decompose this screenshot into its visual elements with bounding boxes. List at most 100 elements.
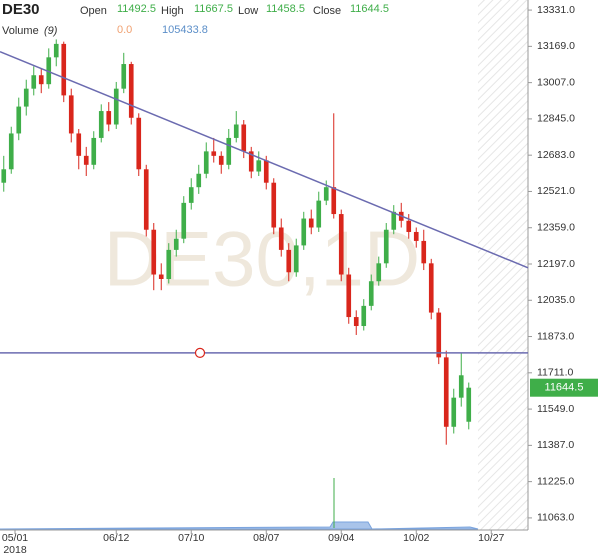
candle-body bbox=[361, 305, 367, 327]
price-marker bbox=[530, 378, 598, 397]
watermark: DE30,1D bbox=[104, 215, 421, 303]
low-value: 11458.5 bbox=[266, 3, 305, 15]
candle-body bbox=[121, 64, 127, 89]
trend-line bbox=[0, 51, 529, 269]
symbol: DE30 bbox=[2, 1, 40, 18]
x-tick-label: 08/07 bbox=[253, 532, 279, 544]
candle-body bbox=[368, 281, 374, 306]
line-handle bbox=[194, 347, 206, 358]
candle-body bbox=[16, 106, 22, 134]
y-tick-label: 12521.0 bbox=[537, 185, 575, 197]
candle-body bbox=[53, 43, 59, 58]
candle-body bbox=[241, 124, 247, 152]
candle-body bbox=[83, 155, 89, 165]
candle-body bbox=[316, 200, 322, 228]
candle-body bbox=[271, 182, 277, 228]
candle-body bbox=[286, 249, 292, 273]
candle-body bbox=[391, 211, 397, 230]
volume-label: Volume bbox=[2, 25, 39, 37]
candle-body bbox=[188, 187, 194, 203]
candle-body bbox=[428, 263, 434, 313]
candle-body bbox=[263, 160, 269, 183]
x-tick-label: 09/04 bbox=[328, 532, 354, 544]
candle-body bbox=[136, 117, 142, 170]
y-tick-label: 11549.0 bbox=[537, 403, 574, 415]
candle-body bbox=[8, 133, 14, 170]
candle-body bbox=[196, 173, 202, 188]
x-tick-label: 05/01 bbox=[2, 532, 28, 544]
candle-body bbox=[91, 137, 97, 165]
close-value: 11644.5 bbox=[350, 3, 389, 15]
candle-body bbox=[233, 124, 239, 138]
high-value: 11667.5 bbox=[194, 3, 233, 15]
candle-body bbox=[151, 229, 157, 275]
candle-body bbox=[353, 317, 359, 327]
candle-body bbox=[211, 151, 217, 156]
candle-body bbox=[31, 75, 37, 89]
candle-body bbox=[46, 57, 52, 85]
candle-body bbox=[421, 240, 427, 264]
candle-body bbox=[68, 95, 74, 134]
candle-body bbox=[61, 43, 67, 96]
candle-body bbox=[128, 64, 134, 118]
candle-body bbox=[106, 111, 112, 125]
x-tick-label: 06/12 bbox=[103, 532, 129, 544]
volume-period: (9) bbox=[44, 25, 58, 37]
candle-body bbox=[293, 245, 299, 273]
y-tick-label: 11063.0 bbox=[537, 512, 574, 524]
candle-body bbox=[98, 111, 104, 138]
volume-reading: 105433.8 bbox=[162, 24, 208, 36]
volume-area bbox=[0, 521, 479, 530]
candle-body bbox=[383, 229, 389, 264]
candle-body bbox=[1, 169, 7, 183]
candle-body bbox=[23, 88, 29, 107]
candle-body bbox=[166, 249, 172, 279]
y-tick-label: 12845.0 bbox=[537, 113, 575, 125]
close-label: Close bbox=[313, 5, 341, 17]
candle-body bbox=[458, 375, 464, 398]
y-tick-label: 13331.0 bbox=[537, 4, 575, 16]
candle-body bbox=[278, 227, 284, 250]
candle-body bbox=[76, 133, 82, 156]
open-value: 11492.5 bbox=[117, 3, 156, 15]
x-tick-label: 10/27 bbox=[478, 532, 504, 544]
candle-body bbox=[308, 218, 314, 228]
open-label: Open bbox=[80, 5, 107, 17]
y-tick-label: 12035.0 bbox=[537, 294, 575, 306]
y-tick-label: 11387.0 bbox=[537, 439, 574, 451]
candle-body bbox=[181, 202, 187, 239]
candle-body bbox=[203, 151, 209, 174]
candle-body bbox=[443, 357, 449, 427]
candle-body bbox=[331, 187, 337, 215]
y-tick-label: 12197.0 bbox=[537, 258, 575, 270]
y-tick-label: 12359.0 bbox=[537, 221, 575, 233]
x-tick-label: 10/02 bbox=[403, 532, 429, 544]
candle-body bbox=[143, 169, 149, 230]
candle-body bbox=[406, 220, 412, 232]
candle-body bbox=[413, 231, 419, 241]
y-tick-label: 11225.0 bbox=[537, 475, 574, 487]
y-tick-label: 11711.0 bbox=[537, 367, 574, 379]
candle-body bbox=[436, 312, 442, 358]
low-label: Low bbox=[238, 5, 258, 17]
volume-reading: 0.0 bbox=[117, 24, 132, 36]
candle-body bbox=[466, 387, 472, 422]
y-tick-label: 11873.0 bbox=[537, 330, 574, 342]
candle-body bbox=[158, 274, 164, 279]
candle-body bbox=[451, 397, 457, 427]
y-tick-label: 13169.0 bbox=[537, 40, 575, 52]
y-tick-label: 12683.0 bbox=[537, 149, 575, 161]
header: DE30 Open 11492.5 High 11667.5 Low 11458… bbox=[2, 1, 389, 37]
candle-body bbox=[226, 137, 232, 165]
candle-body bbox=[173, 238, 179, 250]
candle-body bbox=[113, 88, 119, 125]
year-label: 2018 bbox=[3, 544, 27, 556]
x-tick-label: 07/10 bbox=[178, 532, 204, 544]
candle-body bbox=[248, 151, 254, 172]
candle-body bbox=[346, 274, 352, 318]
high-label: High bbox=[161, 5, 184, 17]
price-marker-label: 11644.5 bbox=[545, 382, 584, 394]
candle-body bbox=[256, 160, 262, 172]
candle-body bbox=[38, 75, 44, 85]
y-tick-label: 13007.0 bbox=[537, 76, 575, 88]
